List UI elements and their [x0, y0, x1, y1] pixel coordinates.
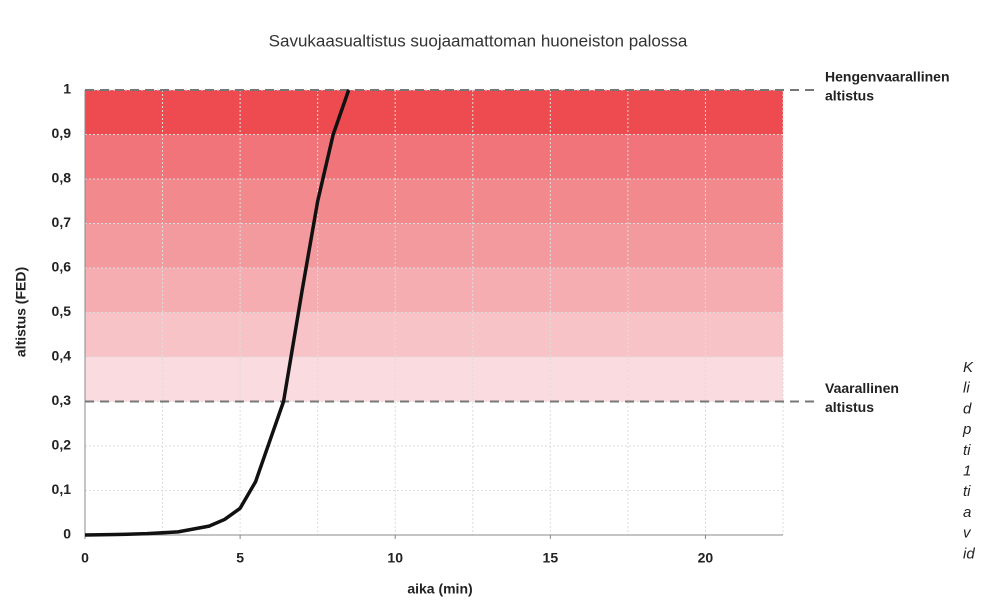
- band: [85, 357, 783, 402]
- x-tick-label: 5: [236, 550, 244, 566]
- x-tick-label: 20: [698, 550, 714, 566]
- band: [85, 312, 783, 357]
- y-tick-label: 0,5: [52, 303, 72, 319]
- y-tick-label: 0,1: [52, 481, 72, 497]
- side-text: K: [963, 359, 974, 376]
- side-text: v: [963, 525, 972, 542]
- y-tick-label: 0,4: [52, 348, 72, 364]
- threshold-label: altistus: [825, 399, 874, 415]
- y-tick-label: 0,9: [52, 125, 72, 141]
- band: [85, 223, 783, 268]
- y-axis-label: altistus (FED): [13, 267, 29, 357]
- line: [84, 89, 351, 537]
- side-text: li: [963, 380, 970, 397]
- side-text: ti: [963, 442, 971, 459]
- threshold-label: altistus: [825, 88, 874, 104]
- y-tick-label: 0,3: [52, 392, 72, 408]
- side-text: 1: [963, 462, 971, 479]
- y-tick-label: 1: [63, 81, 71, 97]
- x-tick-label: 0: [81, 550, 89, 566]
- y-tick-label: 0,2: [52, 437, 72, 453]
- y-tick-label: 0,7: [52, 214, 72, 230]
- threshold-label: Hengenvaarallinen: [825, 69, 950, 85]
- side-text: ti: [963, 483, 971, 500]
- y-tick-label: 0,8: [52, 170, 72, 186]
- x-axis-label: aika (min): [407, 581, 472, 597]
- y-tick-label: 0: [63, 526, 71, 542]
- band: [85, 179, 783, 224]
- y-tick-label: 0,6: [52, 259, 72, 275]
- x-tick-label: 10: [387, 550, 403, 566]
- band: [85, 134, 783, 179]
- side-text: d: [963, 400, 972, 417]
- chart-title: Savukaasualtistus suojaamattoman huoneis…: [269, 31, 688, 50]
- x-tick-label: 15: [543, 550, 559, 566]
- band: [85, 268, 783, 313]
- band: [85, 90, 783, 135]
- side-text: id: [963, 545, 975, 562]
- side-text: p: [962, 421, 971, 438]
- side-text: a: [963, 504, 971, 521]
- threshold-label: Vaarallinen: [825, 380, 899, 396]
